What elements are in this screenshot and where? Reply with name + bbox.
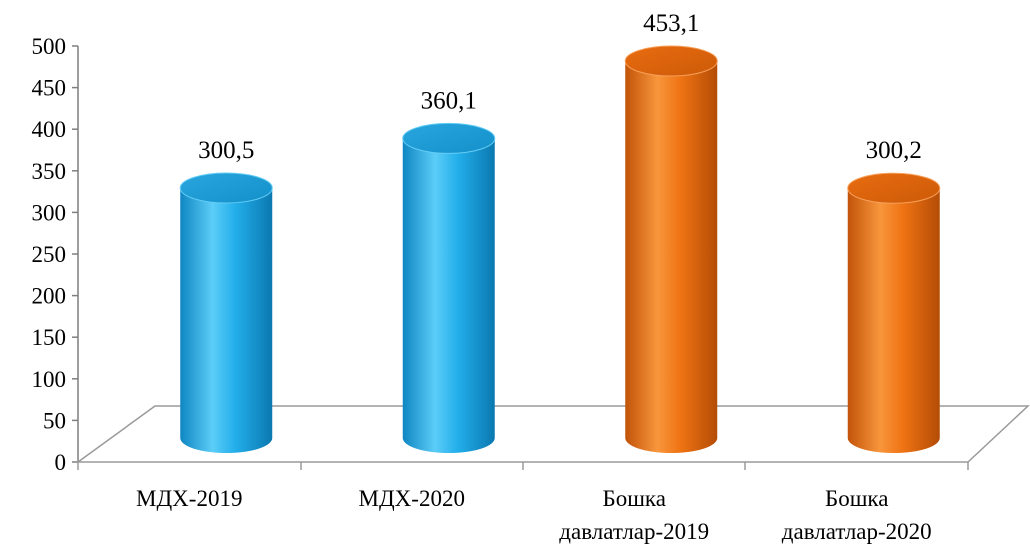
category-label: Бошка давлатлар-2019 xyxy=(559,486,709,544)
bar-top xyxy=(624,45,718,77)
y-tick-label: 350 xyxy=(32,159,67,184)
floor-plane xyxy=(75,405,1030,463)
data-label: 300,5 xyxy=(198,137,254,164)
category-label: Бошка давлатлар-2020 xyxy=(782,486,932,544)
category-label-line: давлатлар-2020 xyxy=(782,519,932,544)
bar-top xyxy=(402,122,496,154)
bar xyxy=(624,45,718,453)
y-tick-label: 300 xyxy=(32,200,67,225)
data-label: 360,1 xyxy=(421,87,477,114)
y-tick-label: 150 xyxy=(32,325,67,350)
category-label-line: МДХ-2019 xyxy=(136,486,242,511)
category-label-line: Бошка xyxy=(603,486,666,511)
y-tick-label: 400 xyxy=(32,117,67,142)
y-tick-label: 200 xyxy=(32,284,67,309)
bar-body xyxy=(625,61,718,453)
category-labels: МДХ-2019 МДХ-2020 Бошка давлатлар-2019Бошка… xyxy=(136,486,932,544)
category-label: МДХ-2019 xyxy=(136,486,242,511)
y-tick-label: 50 xyxy=(43,408,66,433)
bar xyxy=(847,172,941,454)
bar-body xyxy=(847,188,940,454)
bar xyxy=(179,172,273,453)
category-label: МДХ-2020 xyxy=(359,486,465,511)
bars xyxy=(179,45,941,454)
bar-body xyxy=(402,138,495,454)
y-tick-label: 250 xyxy=(32,242,67,267)
x-axis-ticks xyxy=(77,462,969,470)
y-tick-label: 500 xyxy=(32,34,67,59)
y-tick-label: 100 xyxy=(32,367,67,392)
axes: 0 50 100 150 200 250 300 350 400 450 500 xyxy=(32,34,1030,475)
y-tick-label: 450 xyxy=(32,76,67,101)
category-label-line: Бошка xyxy=(825,486,888,511)
data-labels: 300,5 360,1 453,1 300,2 xyxy=(198,10,922,164)
y-tick-label: 0 xyxy=(55,450,67,475)
bar-body xyxy=(180,187,273,453)
data-label: 300,2 xyxy=(866,137,922,164)
category-label-line: МДХ-2020 xyxy=(359,486,465,511)
bar-top xyxy=(847,172,941,204)
bar xyxy=(402,122,496,454)
y-axis-ticks: 0 50 100 150 200 250 300 350 400 450 500 xyxy=(32,34,78,475)
category-label-line: давлатлар-2019 xyxy=(559,519,709,544)
data-label: 453,1 xyxy=(643,10,699,37)
bar-top xyxy=(179,172,273,204)
